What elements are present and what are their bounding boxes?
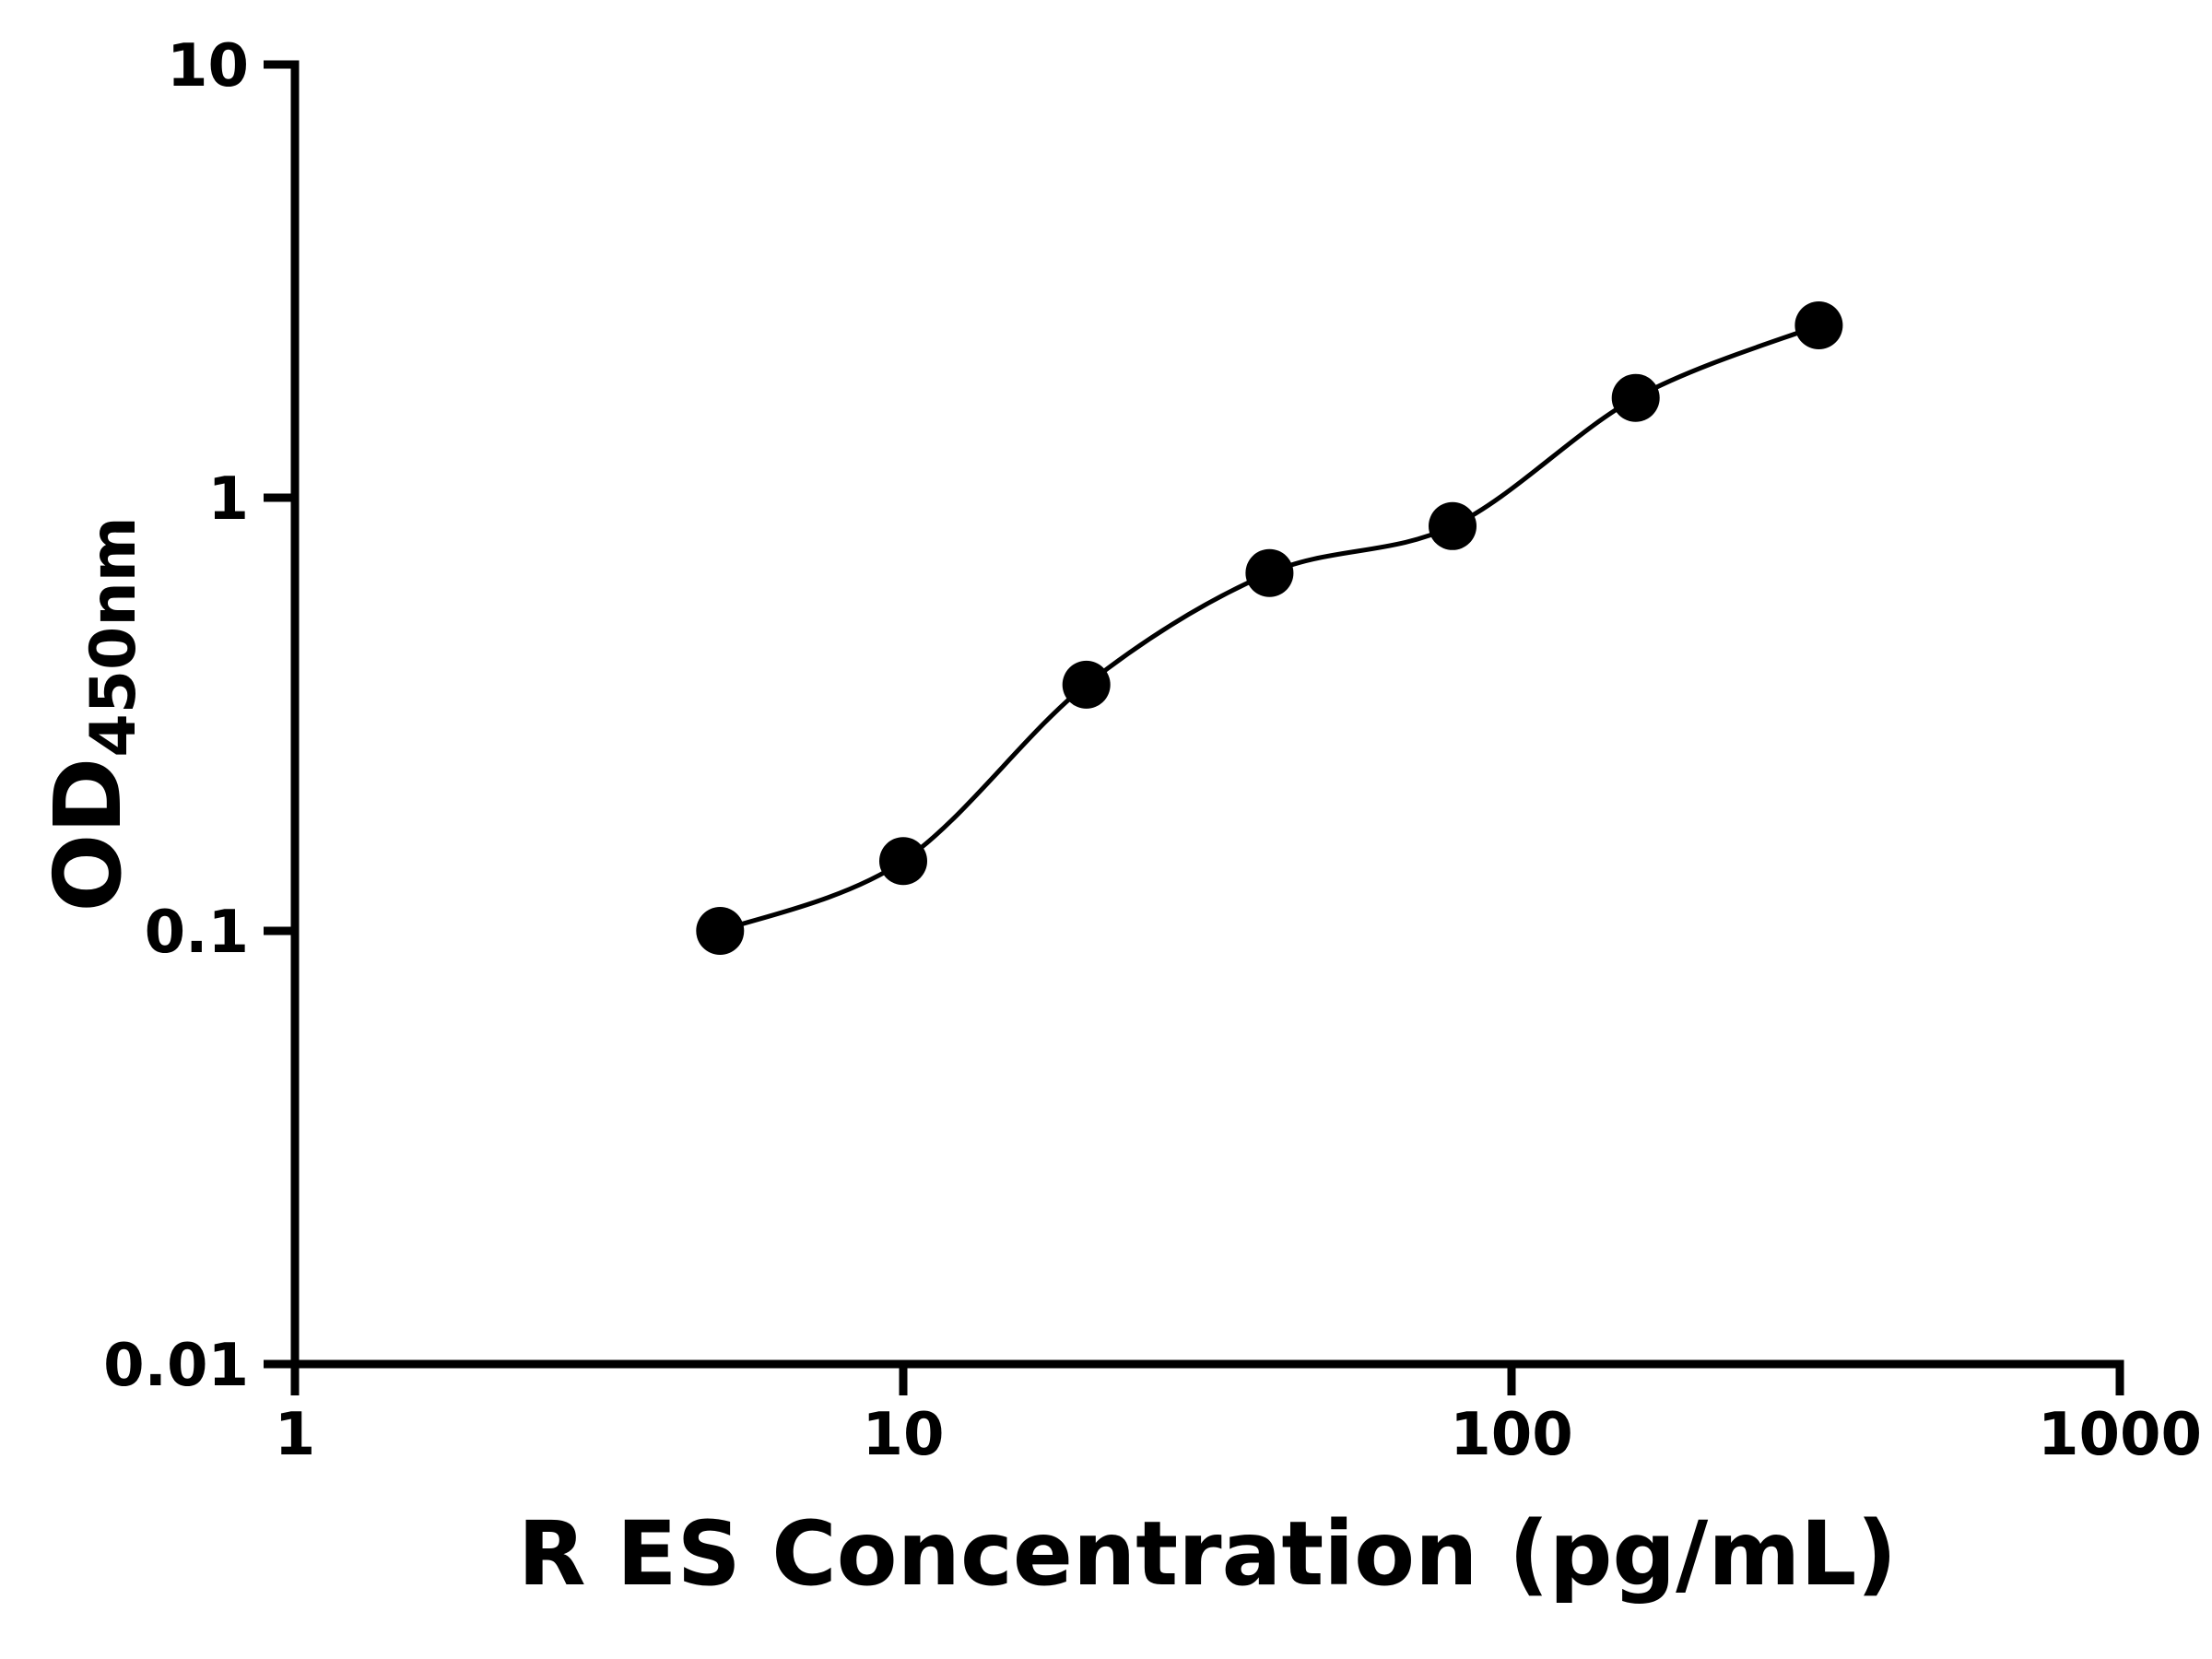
data-point (879, 837, 927, 886)
x-axis-tick-label: 1 (275, 1401, 316, 1469)
data-point (1794, 301, 1843, 349)
data-point (1245, 548, 1294, 597)
y-axis-tick-label: 1 (207, 465, 249, 534)
x-axis-tick-label: 1000 (2038, 1401, 2202, 1469)
y-axis-title-main: OD (34, 757, 142, 912)
y-axis-tick-label: 0.1 (145, 899, 249, 967)
data-point (696, 907, 745, 955)
y-axis-title: OD450nm (34, 516, 150, 912)
x-axis-tick-label: 100 (1450, 1401, 1573, 1469)
x-axis-title: R ES Concentration (pg/mL) (517, 1502, 1898, 1606)
y-axis-tick-label: 10 (167, 32, 249, 100)
x-axis-tick-label: 10 (862, 1401, 944, 1469)
data-point (1429, 501, 1477, 550)
fit-curve (717, 323, 1821, 934)
y-axis-tick-label: 0.01 (103, 1332, 249, 1400)
y-axis-title-subscript: 450nm (77, 516, 150, 758)
data-point (1611, 373, 1660, 422)
data-point (1062, 660, 1111, 709)
axis-spine (290, 60, 2124, 1369)
